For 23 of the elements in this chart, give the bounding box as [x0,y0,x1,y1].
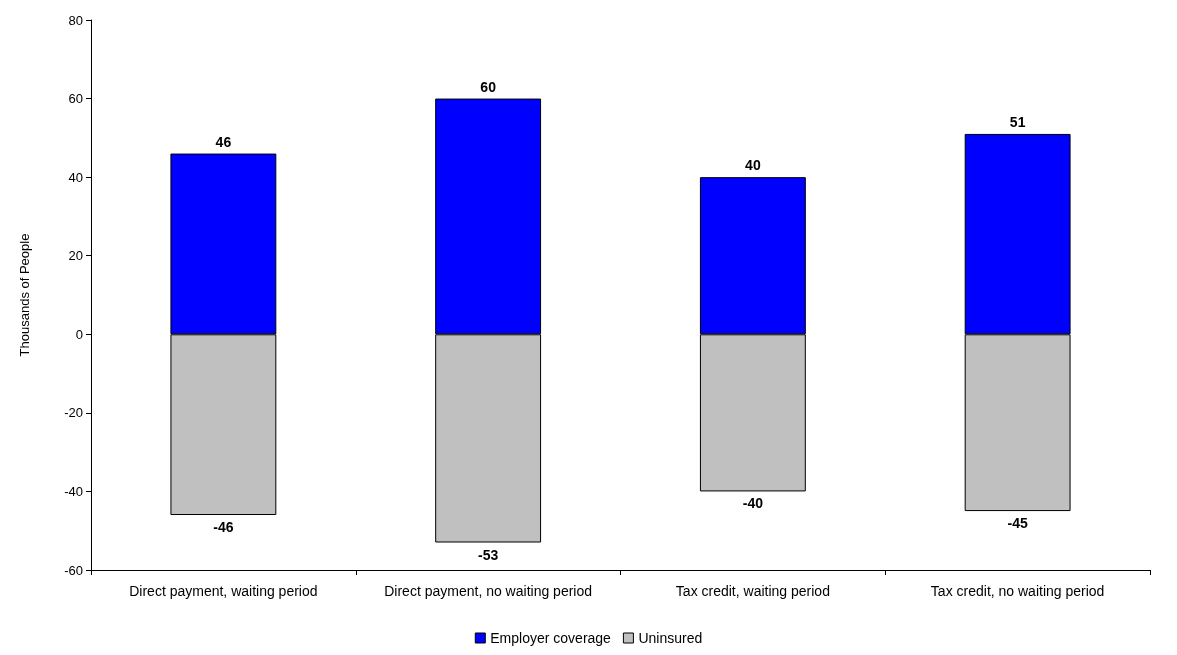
data-label: -40 [742,495,764,512]
y-tick-label: 0 [75,326,83,342]
y-tick-label: -20 [64,405,83,421]
x-tick-label: Direct payment, waiting period [129,583,318,599]
data-label: 46 [215,133,232,150]
data-label: 40 [745,157,761,174]
y-tick-label: 80 [68,12,83,28]
y-tick-label: 20 [68,248,83,264]
y-tick-label: -60 [64,562,83,578]
legend-label: Uninsured [638,630,703,646]
y-tick-label: -40 [64,483,83,499]
data-label: -46 [213,519,234,535]
data-label: -53 [478,546,499,563]
x-tick-label: Direct payment, no waiting period [384,583,593,599]
x-tick-label: Tax credit, no waiting period [930,583,1105,599]
data-label: 60 [480,78,497,95]
y-tick-label: 60 [68,91,83,107]
data-label: 51 [1009,113,1026,130]
x-tick-label: Tax credit, waiting period [675,583,830,599]
legend-label: Employer coverage [490,630,612,646]
y-axis-title: Thousands of People [17,233,32,357]
data-label: -45 [1007,515,1028,532]
y-tick-label: 40 [68,169,83,185]
